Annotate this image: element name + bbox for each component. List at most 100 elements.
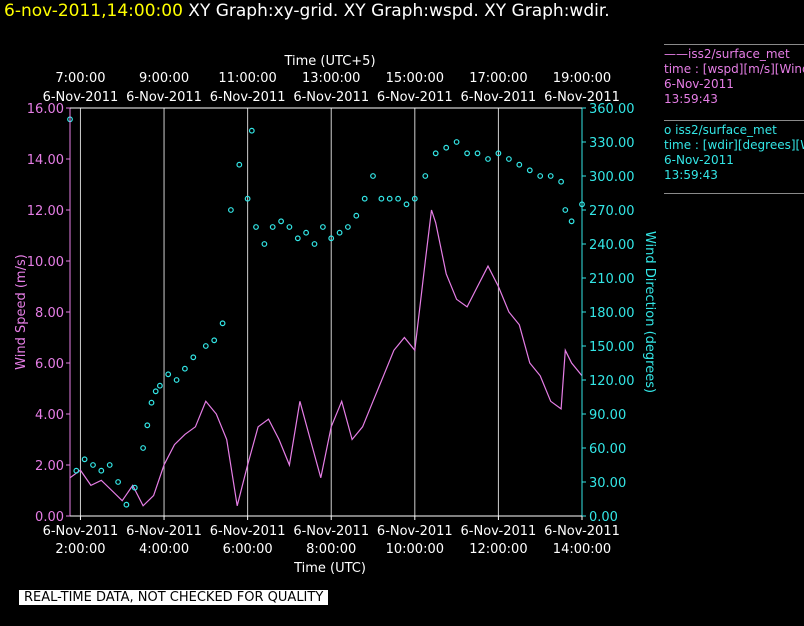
wdir-point xyxy=(495,150,502,157)
wdir-point xyxy=(90,462,96,468)
legend-wdir-date: 6-Nov-2011 xyxy=(664,153,734,167)
wdir-point xyxy=(98,467,105,474)
y-right-tick-label: 60.00 xyxy=(589,442,626,457)
wdir-point xyxy=(558,178,564,185)
wdir-point xyxy=(464,150,471,157)
legend-entry-wdir: o iss2/surface_met time : [wdir][degrees… xyxy=(664,121,804,194)
legend-wdir-time: 13:59:43 xyxy=(664,168,718,182)
wdir-point xyxy=(485,156,491,162)
wdir-point xyxy=(526,167,533,174)
y-right-tick-label: 0.00 xyxy=(589,510,618,525)
legend-wdir-desc: time : [wdir][degrees][W xyxy=(664,138,804,152)
x-axis-bottom-label: Time (UTC) xyxy=(293,561,366,576)
header-timestamp: 6-nov-2011,14:00:00 xyxy=(4,1,183,21)
wdir-point xyxy=(227,207,234,213)
wdir-point xyxy=(156,382,163,389)
x-top-tick-time: 7:00:00 xyxy=(55,71,105,86)
legend: ——iss2/surface_met time : [wspd][m/s][Wi… xyxy=(664,44,804,194)
x-top-tick-date: 6-Nov-2011 xyxy=(210,90,286,105)
y-left-tick-label: 14.00 xyxy=(27,153,64,168)
x-top-tick-date: 6-Nov-2011 xyxy=(377,90,453,105)
wdir-point xyxy=(144,422,151,429)
wdir-point xyxy=(253,224,259,230)
wdir-point xyxy=(361,195,368,202)
y-right-tick-label: 30.00 xyxy=(589,476,626,491)
wdir-point xyxy=(568,218,575,225)
wdir-point xyxy=(286,224,293,230)
wdir-point xyxy=(244,195,251,202)
wdir-point xyxy=(443,144,450,151)
y-left-tick-label: 2.00 xyxy=(35,459,64,474)
wdir-point xyxy=(311,241,318,247)
y-axis-right-label: Wind Direction (degrees) xyxy=(642,231,657,393)
wdir-point xyxy=(202,343,209,349)
wdir-point xyxy=(453,139,460,145)
wdir-point xyxy=(336,229,343,236)
x-top-tick-time: 11:00:00 xyxy=(218,71,276,86)
y-left-tick-label: 6.00 xyxy=(35,357,64,372)
chart-series xyxy=(67,116,585,508)
y-right-tick-label: 240.00 xyxy=(589,238,635,253)
x-bottom-tick-time: 2:00:00 xyxy=(55,542,105,557)
legend-wspd-time: 13:59:43 xyxy=(664,92,718,106)
x-top-tick-time: 17:00:00 xyxy=(469,71,527,86)
legend-wspd-desc: time : [wspd][m/s][Wind xyxy=(664,62,804,76)
wdir-point xyxy=(562,207,569,213)
legend-wdir-name: iss2/surface_met xyxy=(675,123,777,137)
x-bottom-tick-time: 4:00:00 xyxy=(139,542,189,557)
wdir-point xyxy=(181,365,188,372)
y-right-tick-label: 270.00 xyxy=(589,204,635,219)
header-graph-names: XY Graph:xy-grid. XY Graph:wspd. XY Grap… xyxy=(188,1,610,21)
wdir-point xyxy=(165,371,172,378)
wdir-point xyxy=(386,195,393,202)
wdir-point xyxy=(211,337,218,344)
header: 6-nov-2011,14:00:00 XY Graph:xy-grid. XY… xyxy=(4,1,610,21)
x-bottom-tick-time: 8:00:00 xyxy=(306,542,356,557)
wspd-series-line xyxy=(69,209,583,507)
legend-wspd-name: iss2/surface_met xyxy=(688,47,790,61)
legend-entry-wspd: ——iss2/surface_met time : [wspd][m/s][Wi… xyxy=(664,44,804,121)
wdir-point xyxy=(378,195,385,202)
wdir-point xyxy=(516,161,523,168)
x-bottom-tick-date: 6-Nov-2011 xyxy=(293,524,369,539)
x-bottom-tick-date: 6-Nov-2011 xyxy=(377,524,453,539)
wdir-point xyxy=(506,156,512,162)
wdir-point xyxy=(173,377,180,383)
wdir-point xyxy=(219,320,226,327)
wdir-point xyxy=(106,462,113,468)
wdir-point xyxy=(190,354,197,361)
x-axis-top-label: Time (UTC+5) xyxy=(283,54,375,69)
wdir-point xyxy=(432,150,439,157)
wdir-point xyxy=(123,501,130,508)
y-right-tick-label: 210.00 xyxy=(589,272,635,287)
y-right-tick-label: 180.00 xyxy=(589,306,635,321)
quality-warning: REAL-TIME DATA, NOT CHECKED FOR QUALITY xyxy=(19,590,329,605)
wdir-point xyxy=(152,388,159,395)
x-bottom-tick-time: 10:00:00 xyxy=(386,542,444,557)
wdir-point xyxy=(353,212,360,219)
y-left-tick-label: 4.00 xyxy=(35,408,64,423)
y-left-tick-label: 10.00 xyxy=(27,255,64,270)
wdir-point xyxy=(370,173,376,179)
y-right-tick-label: 150.00 xyxy=(589,340,635,355)
wdir-point xyxy=(140,445,147,451)
x-top-tick-date: 6-Nov-2011 xyxy=(293,90,369,105)
wdir-point xyxy=(148,399,155,406)
y-left-tick-label: 16.00 xyxy=(27,102,64,117)
wdir-point xyxy=(278,218,285,225)
x-top-tick-date: 6-Nov-2011 xyxy=(544,90,620,105)
axes: 0.00 2.00 4.00 6.00 8.00 10.00 12.00 14.00 16.00… xyxy=(27,71,635,557)
x-bottom-tick-date: 6-Nov-2011 xyxy=(544,524,620,539)
wdir-point xyxy=(411,195,418,202)
x-top-tick-time: 9:00:00 xyxy=(139,71,189,86)
wdir-point xyxy=(474,150,481,157)
wdir-point xyxy=(303,229,310,236)
x-bottom-tick-date: 6-Nov-2011 xyxy=(43,524,119,539)
y-left-tick-label: 0.00 xyxy=(35,510,64,525)
wdir-point xyxy=(131,484,138,491)
y-left-tick-label: 8.00 xyxy=(35,306,64,321)
wdir-point xyxy=(269,224,276,230)
wdir-point xyxy=(81,456,88,463)
y-right-tick-label: 90.00 xyxy=(589,408,626,423)
